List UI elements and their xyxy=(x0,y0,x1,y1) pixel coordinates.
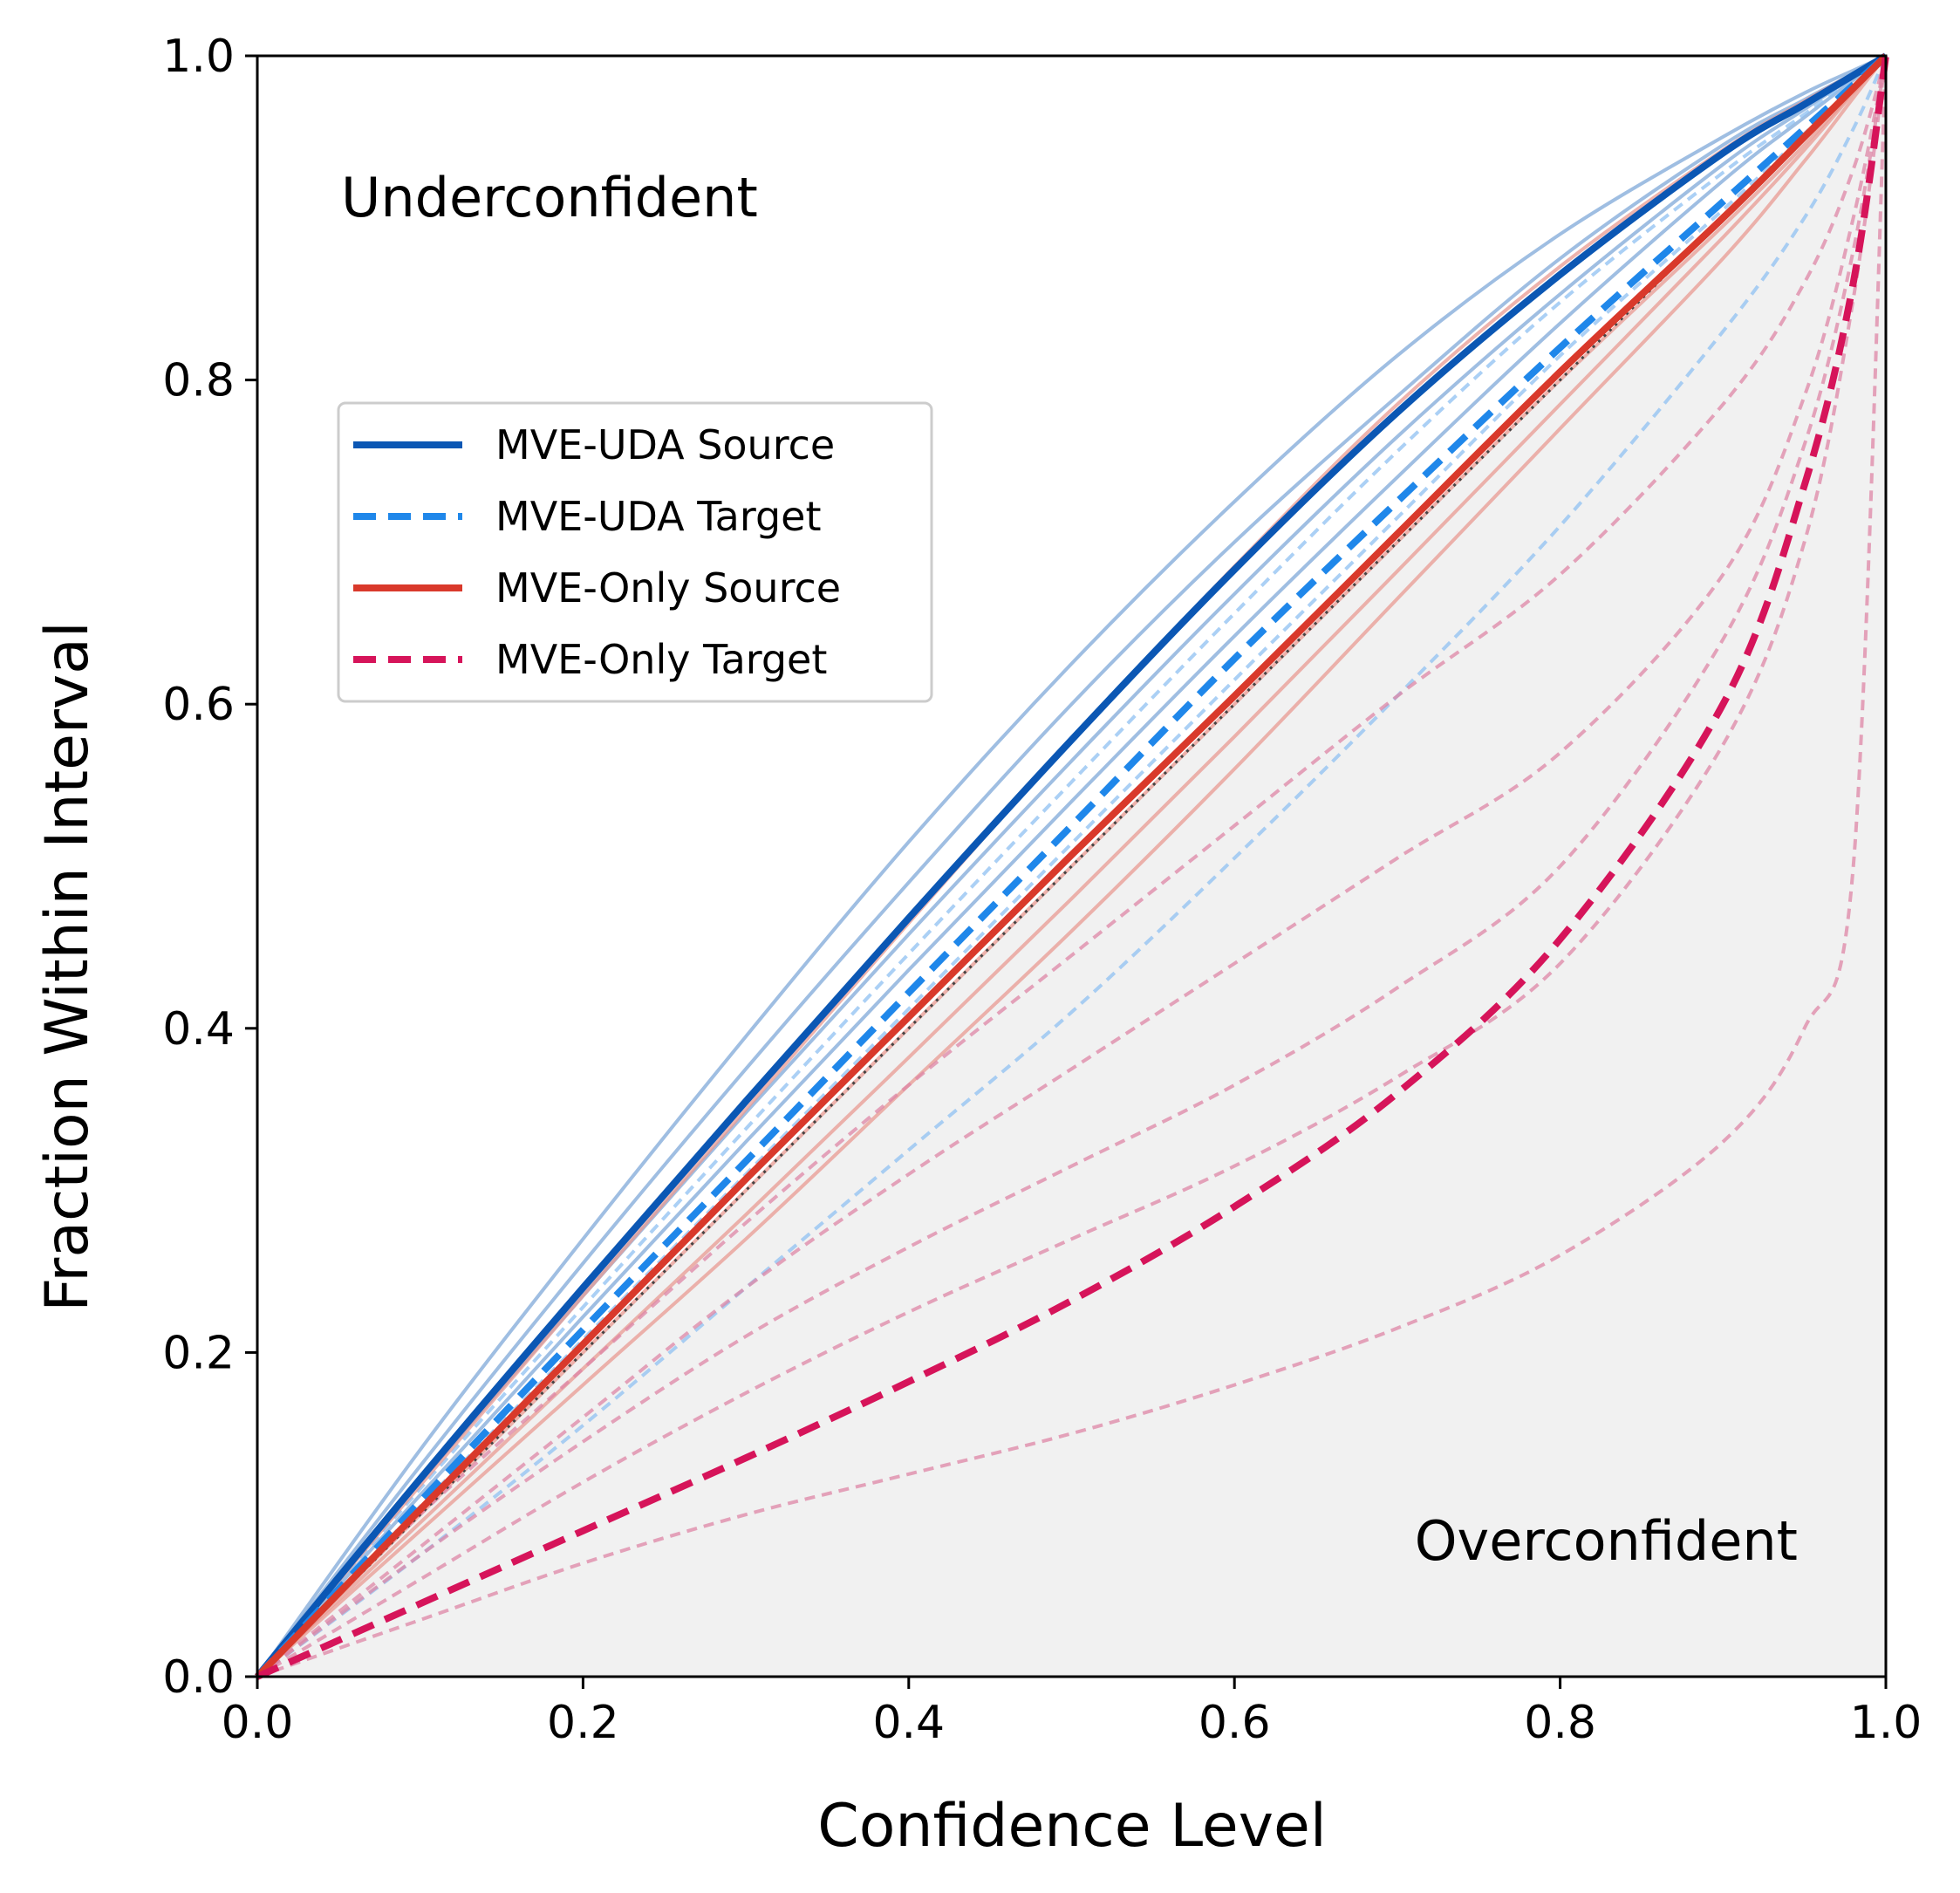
x-axis-label: Confidence Level xyxy=(817,1792,1326,1861)
legend-entries: MVE-UDA Source MVE-UDA Target MVE-Only Sou… xyxy=(353,421,841,683)
legend-label-only-source: MVE-Only Source xyxy=(495,564,841,612)
faint-run-line-only_source-9 xyxy=(256,54,1888,1678)
y-axis-label: Fraction Within Interval xyxy=(33,621,102,1311)
faint-run-line-only_target-12 xyxy=(256,55,1888,1678)
series-line-only-source xyxy=(255,53,1888,1679)
plot-frame xyxy=(256,54,1888,1678)
faint-run-line-uda_source-3 xyxy=(256,54,1888,1678)
x-tick-label-4: 0.8 xyxy=(1524,1697,1596,1749)
legend-box xyxy=(337,401,933,703)
legend-label-uda-source: MVE-UDA Source xyxy=(495,421,835,468)
overconfident-label: Overconfident xyxy=(1415,1509,1798,1573)
faint-run-line-only_target-13 xyxy=(256,55,1888,1678)
x-tick-label-2: 0.4 xyxy=(872,1697,945,1749)
perfect-calibration-line xyxy=(256,54,1888,1678)
faint-run-line-uda_target-4 xyxy=(256,54,1888,1678)
x-tick-label-0: 0.0 xyxy=(222,1697,294,1749)
y-tick-label-1: 0.2 xyxy=(162,1327,235,1379)
y-tick-label-5: 1.0 xyxy=(162,31,235,83)
y-axis: 0.0 0.2 0.4 0.6 0.8 1.0 xyxy=(162,31,257,1704)
y-tick-label-0: 0.0 xyxy=(162,1651,235,1704)
faint-run-line-uda_source-0 xyxy=(256,54,1887,1678)
faint-run-line-only_target-14 xyxy=(256,55,1888,1678)
faint-run-line-uda_target-6 xyxy=(256,55,1888,1678)
x-tick-label-5: 1.0 xyxy=(1850,1697,1922,1749)
legend-label-only-target: MVE-Only Target xyxy=(495,636,827,683)
faint-run-line-uda_source-1 xyxy=(256,54,1887,1678)
series-line-uda-source xyxy=(254,52,1888,1679)
series-line-only-target xyxy=(256,55,1889,1680)
x-tick-label-3: 0.6 xyxy=(1199,1697,1271,1749)
series-line-uda-target xyxy=(255,53,1888,1679)
faint-run-line-only_target-11 xyxy=(256,55,1888,1678)
main-series-layer xyxy=(254,52,1889,1680)
underconfident-label: Underconfident xyxy=(341,166,758,229)
x-axis: 0.0 0.2 0.4 0.6 0.8 1.0 xyxy=(222,1677,1922,1749)
faint-run-line-only_source-8 xyxy=(256,54,1888,1678)
y-tick-label-3: 0.6 xyxy=(162,679,235,731)
y-tick-label-2: 0.4 xyxy=(162,1003,235,1056)
y-tick-label-4: 0.8 xyxy=(162,355,235,407)
legend-label-uda-target: MVE-UDA Target xyxy=(495,493,822,540)
faint-run-line-only_target-15 xyxy=(256,55,1888,1678)
legend: MVE-UDA Source MVE-UDA Target MVE-Only Sou… xyxy=(337,401,933,703)
x-tick-label-1: 0.2 xyxy=(547,1697,619,1749)
